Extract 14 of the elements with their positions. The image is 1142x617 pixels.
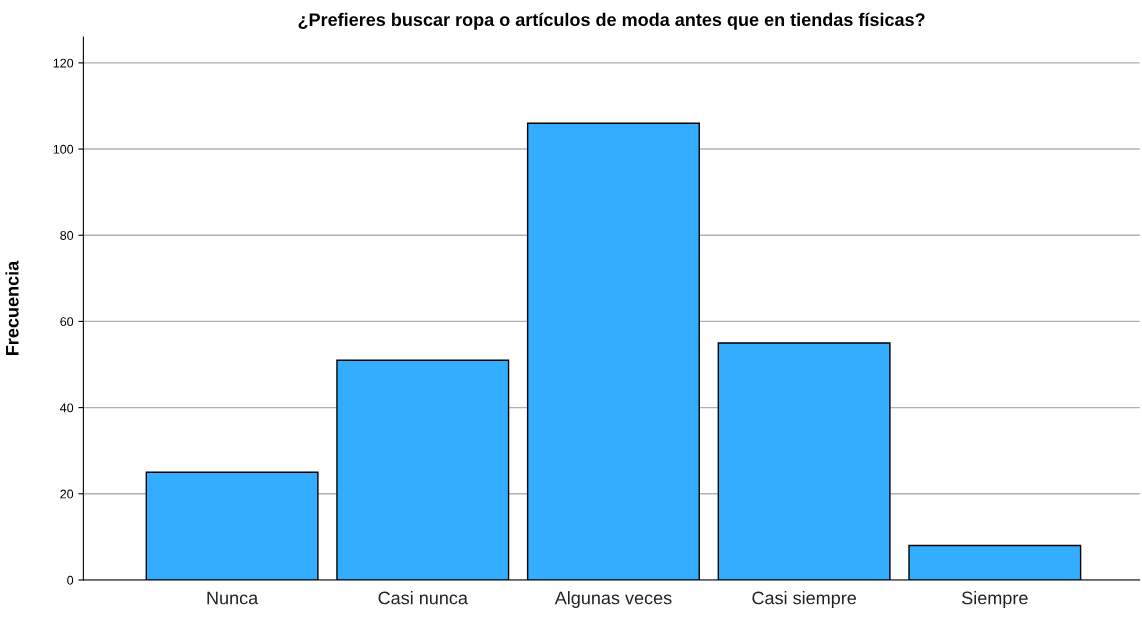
- y-tick-label: 0: [67, 575, 74, 585]
- x-tick-label: Algunas veces: [554, 591, 672, 608]
- x-tick-label: Casi nunca: [378, 591, 468, 605]
- y-tick-label: 60: [60, 317, 74, 327]
- y-axis-title: Frecuencia: [5, 260, 19, 355]
- y-tick-label: 100: [53, 144, 74, 154]
- y-tick-label: 120: [53, 58, 74, 68]
- x-tick-label: Nunca: [207, 591, 259, 605]
- chart-title: ¿Prefieres buscar ropa o artículos de moda antes que en tiendas físicas?: [298, 12, 925, 30]
- y-tick-label: 20: [60, 489, 74, 499]
- x-tick-label: Siempre: [962, 591, 1028, 608]
- y-tick-label: 40: [60, 403, 74, 413]
- x-tick-label: Casi siempre: [752, 591, 856, 608]
- y-tick-label: 80: [60, 231, 74, 240]
